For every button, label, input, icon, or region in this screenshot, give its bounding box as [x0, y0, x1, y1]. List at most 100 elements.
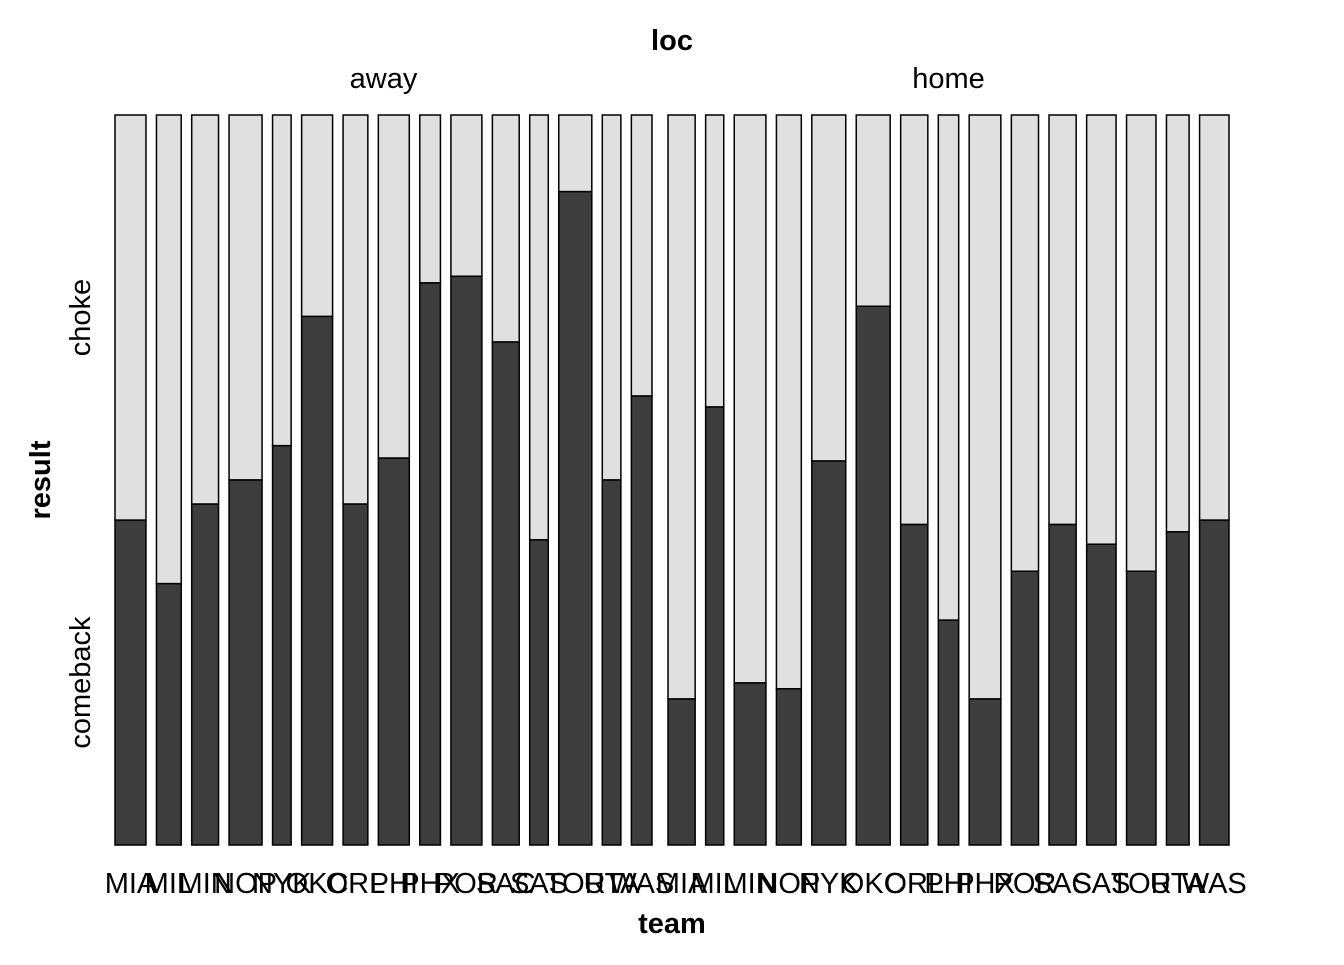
- bar-away-MIL-choke: [155, 114, 182, 585]
- bar-away-PHX-choke: [419, 114, 442, 284]
- bar-away-NYK-comeback: [271, 444, 292, 846]
- x-tick-away-ORL: ORL: [326, 868, 386, 900]
- x-tick-home-POR: POR: [994, 868, 1057, 900]
- x-tick-home-TOR: TOR: [1111, 868, 1172, 900]
- bar-away-TOR-comeback: [558, 190, 593, 846]
- bar-home-OKC-choke: [855, 114, 891, 308]
- bar-away-SAC-comeback: [491, 341, 520, 846]
- x-tick-home-OKC: OKC: [842, 868, 905, 900]
- bar-home-NYK-comeback: [811, 460, 847, 846]
- y-tick-choke: choke: [65, 279, 97, 356]
- x-tick-away-PHI: PHI: [370, 868, 418, 900]
- bar-away-POR-choke: [450, 114, 483, 278]
- bar-home-POR-choke: [1010, 114, 1040, 572]
- bar-away-PHX-comeback: [419, 282, 442, 846]
- x-tick-away-PHX: PHX: [400, 868, 460, 900]
- x-tick-home-ORL: ORL: [884, 868, 944, 900]
- x-tick-away-MIN: MIN: [179, 868, 232, 900]
- x-tick-home-NOP: NOP: [757, 868, 820, 900]
- bars-group: [114, 114, 1230, 846]
- bar-home-MIN-choke: [733, 114, 767, 684]
- bar-home-PHX-choke: [968, 114, 1002, 700]
- x-tick-home-WAS: WAS: [1182, 868, 1247, 900]
- bar-away-SAS-comeback: [528, 539, 550, 846]
- bar-home-NOP-comeback: [775, 688, 803, 846]
- bar-away-MIL-comeback: [155, 582, 182, 846]
- bar-home-MIN-comeback: [733, 682, 767, 846]
- panel-label-away: away: [350, 63, 418, 95]
- x-tick-away-UTA: UTA: [584, 868, 641, 900]
- bar-home-MIA-comeback: [667, 698, 696, 846]
- bar-home-UTA-choke: [1165, 114, 1190, 533]
- bar-away-SAS-choke: [528, 114, 550, 541]
- y-axis-title: result: [25, 440, 57, 519]
- y-tick-comeback: comeback: [65, 616, 97, 749]
- x-tick-away-NYK: NYK: [252, 868, 312, 900]
- x-tick-home-PHI: PHI: [924, 868, 972, 900]
- bar-home-OKC-comeback: [855, 305, 891, 846]
- bar-away-OKC-comeback: [300, 315, 334, 846]
- bar-home-UTA-comeback: [1165, 531, 1190, 846]
- x-tick-labels: MIAMILMINNOPNYKOKCORLPHIPHXPORSACSASTORU…: [105, 868, 1247, 900]
- bar-home-WAS-comeback: [1198, 519, 1230, 846]
- bar-away-SAC-choke: [491, 114, 520, 343]
- bar-away-WAS-comeback: [630, 395, 653, 846]
- y-tick-labels: comeback choke: [65, 279, 97, 749]
- bar-home-WAS-choke: [1198, 114, 1230, 521]
- bar-home-SAC-choke: [1048, 114, 1077, 526]
- bar-away-NOP-choke: [228, 114, 263, 481]
- x-tick-away-TOR: TOR: [545, 868, 606, 900]
- bar-home-MIL-comeback: [704, 406, 725, 846]
- x-axis-title: team: [638, 908, 706, 940]
- bar-away-NYK-choke: [271, 114, 292, 447]
- bar-home-SAC-comeback: [1048, 523, 1077, 846]
- bar-home-SAS-comeback: [1085, 543, 1117, 846]
- bar-away-ORL-choke: [342, 114, 369, 505]
- panel-label-home: home: [912, 63, 985, 95]
- x-tick-away-SAC: SAC: [476, 868, 536, 900]
- bar-home-MIL-choke: [704, 114, 725, 408]
- x-tick-away-MIL: MIL: [145, 868, 193, 900]
- x-tick-home-SAS: SAS: [1072, 868, 1130, 900]
- bar-home-PHI-choke: [937, 114, 960, 621]
- bar-home-TOR-choke: [1125, 114, 1157, 572]
- x-tick-home-MIN: MIN: [723, 868, 776, 900]
- x-tick-away-POR: POR: [435, 868, 498, 900]
- bar-away-POR-comeback: [450, 275, 483, 846]
- bar-away-UTA-comeback: [601, 479, 622, 846]
- bar-home-SAS-choke: [1085, 114, 1117, 545]
- bar-away-UTA-choke: [601, 114, 622, 481]
- bar-home-ORL-comeback: [899, 523, 929, 846]
- bar-home-NYK-choke: [811, 114, 847, 462]
- x-tick-away-SAS: SAS: [510, 868, 568, 900]
- bar-away-OKC-choke: [300, 114, 334, 318]
- bar-away-PHI-comeback: [377, 457, 411, 846]
- x-tick-away-WAS: WAS: [609, 868, 674, 900]
- bar-home-PHI-comeback: [937, 619, 960, 846]
- bar-away-MIA-comeback: [114, 519, 147, 846]
- bar-home-NOP-choke: [775, 114, 803, 690]
- column-variable-label: loc: [651, 25, 693, 57]
- bar-away-TOR-choke: [558, 114, 593, 193]
- bar-away-MIA-choke: [114, 114, 147, 521]
- bar-away-NOP-comeback: [228, 479, 263, 846]
- bar-home-PHX-comeback: [968, 698, 1002, 846]
- bar-home-MIA-choke: [667, 114, 696, 700]
- bar-away-ORL-comeback: [342, 503, 369, 846]
- panel-labels: away home: [350, 63, 985, 95]
- bar-home-POR-comeback: [1010, 570, 1040, 846]
- bar-away-PHI-choke: [377, 114, 411, 459]
- x-tick-away-MIA: MIA: [105, 868, 157, 900]
- x-tick-home-MIA: MIA: [656, 868, 708, 900]
- x-tick-home-SAC: SAC: [1033, 868, 1093, 900]
- x-tick-away-OKC: OKC: [286, 868, 349, 900]
- x-tick-home-NYK: NYK: [799, 868, 859, 900]
- bar-home-TOR-comeback: [1125, 570, 1157, 846]
- x-tick-home-MIL: MIL: [691, 868, 739, 900]
- bar-away-WAS-choke: [630, 114, 653, 397]
- bar-away-MIN-choke: [190, 114, 220, 505]
- bar-away-MIN-comeback: [190, 503, 220, 846]
- x-tick-away-NOP: NOP: [214, 868, 277, 900]
